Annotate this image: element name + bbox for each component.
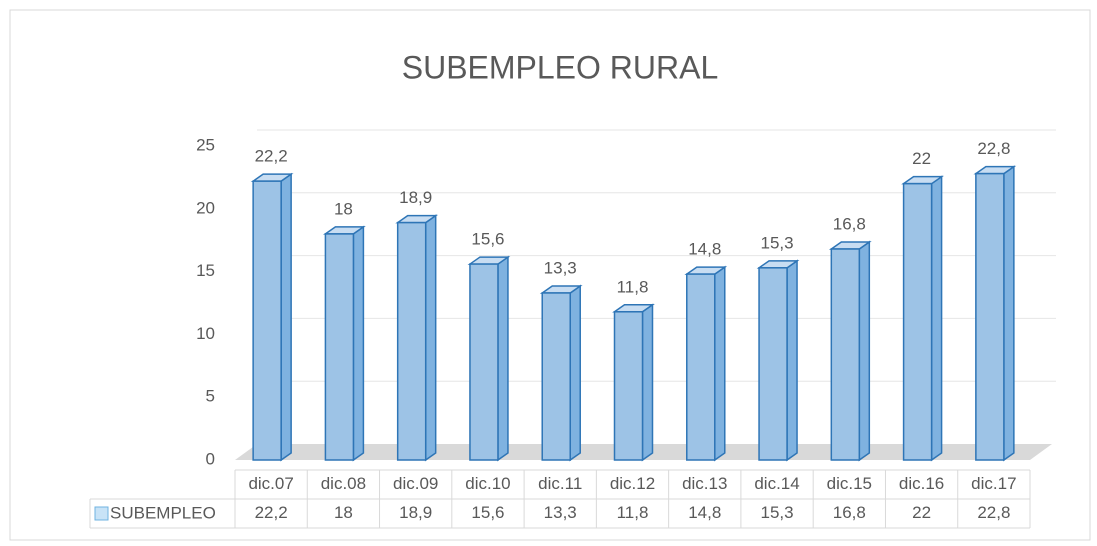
table-value: 18,9 [399, 503, 432, 522]
x-tick-label: dic.15 [827, 474, 872, 493]
data-label: 18,9 [399, 188, 432, 207]
data-label: 16,8 [833, 214, 866, 233]
bar-side [1003, 165, 1015, 462]
bar [684, 265, 728, 462]
bar-side [280, 172, 292, 462]
legend-label: SUBEMPLEO [110, 503, 216, 522]
x-tick-label: dic.10 [465, 474, 510, 493]
bar [828, 240, 872, 462]
data-label: 18 [334, 199, 353, 218]
x-tick-label: dic.14 [754, 474, 799, 493]
table-value: 22,2 [255, 503, 288, 522]
y-tick-label: 15 [196, 261, 215, 280]
bar-side [786, 259, 798, 462]
bar [612, 303, 655, 462]
chart-title: SUBEMPLEO RURAL [402, 49, 719, 85]
y-tick-label: 10 [196, 324, 215, 343]
data-label: 22,2 [255, 147, 288, 166]
data-label: 22 [912, 149, 931, 168]
table-value: 14,8 [688, 503, 721, 522]
bar [756, 259, 800, 462]
legend-swatch [94, 506, 109, 521]
x-tick-label: dic.09 [393, 474, 438, 493]
bar-front [324, 233, 355, 461]
data-label: 11,8 [617, 277, 649, 296]
table-value: 11,8 [617, 503, 649, 522]
bar [395, 214, 439, 462]
x-tick-label: dic.13 [682, 474, 727, 493]
x-tick-label: dic.07 [248, 474, 293, 493]
bar-front [686, 273, 716, 461]
bar-side [714, 265, 726, 462]
bar-front [613, 311, 644, 461]
y-tick-label: 0 [206, 449, 215, 468]
bar-front [830, 248, 861, 461]
table-value: 13,3 [544, 503, 577, 522]
bar-front [758, 267, 788, 461]
table-value: 15,3 [760, 503, 793, 522]
data-label: 15,3 [760, 233, 793, 252]
table-value: 16,8 [833, 503, 866, 522]
bar-side [569, 284, 581, 462]
x-tick-label: dic.12 [610, 474, 655, 493]
bar [323, 225, 366, 462]
data-label: 15,6 [471, 230, 504, 249]
bar-front [541, 292, 571, 461]
x-tick-label: dic.08 [321, 474, 366, 493]
bar-side [424, 214, 437, 462]
y-tick-label: 5 [206, 387, 215, 406]
x-tick-label: dic.17 [971, 474, 1016, 493]
bar-front [252, 180, 282, 461]
bar-front [902, 182, 933, 461]
x-tick-label: dic.11 [538, 474, 582, 493]
data-label: 13,3 [544, 258, 577, 277]
bar-side [497, 255, 509, 462]
bar [901, 175, 944, 462]
bar-side [858, 240, 871, 462]
bar-side [641, 303, 654, 462]
bar [250, 172, 294, 462]
bar-side [352, 225, 365, 462]
bar [467, 255, 511, 462]
y-tick-label: 20 [196, 198, 215, 217]
data-label: 14,8 [688, 240, 721, 259]
bar-front [975, 172, 1005, 461]
bar-front [469, 263, 499, 461]
table-value: 22,8 [977, 503, 1010, 522]
bar [539, 284, 583, 462]
data-label: 22,8 [977, 139, 1010, 158]
x-tick-label: dic.16 [899, 474, 944, 493]
bar-front [396, 221, 427, 461]
table-value: 22 [912, 503, 931, 522]
y-tick-label: 25 [196, 135, 215, 154]
table-value: 18 [334, 503, 353, 522]
table-value: 15,6 [471, 503, 504, 522]
bar-side [930, 175, 943, 462]
bar [973, 165, 1017, 462]
